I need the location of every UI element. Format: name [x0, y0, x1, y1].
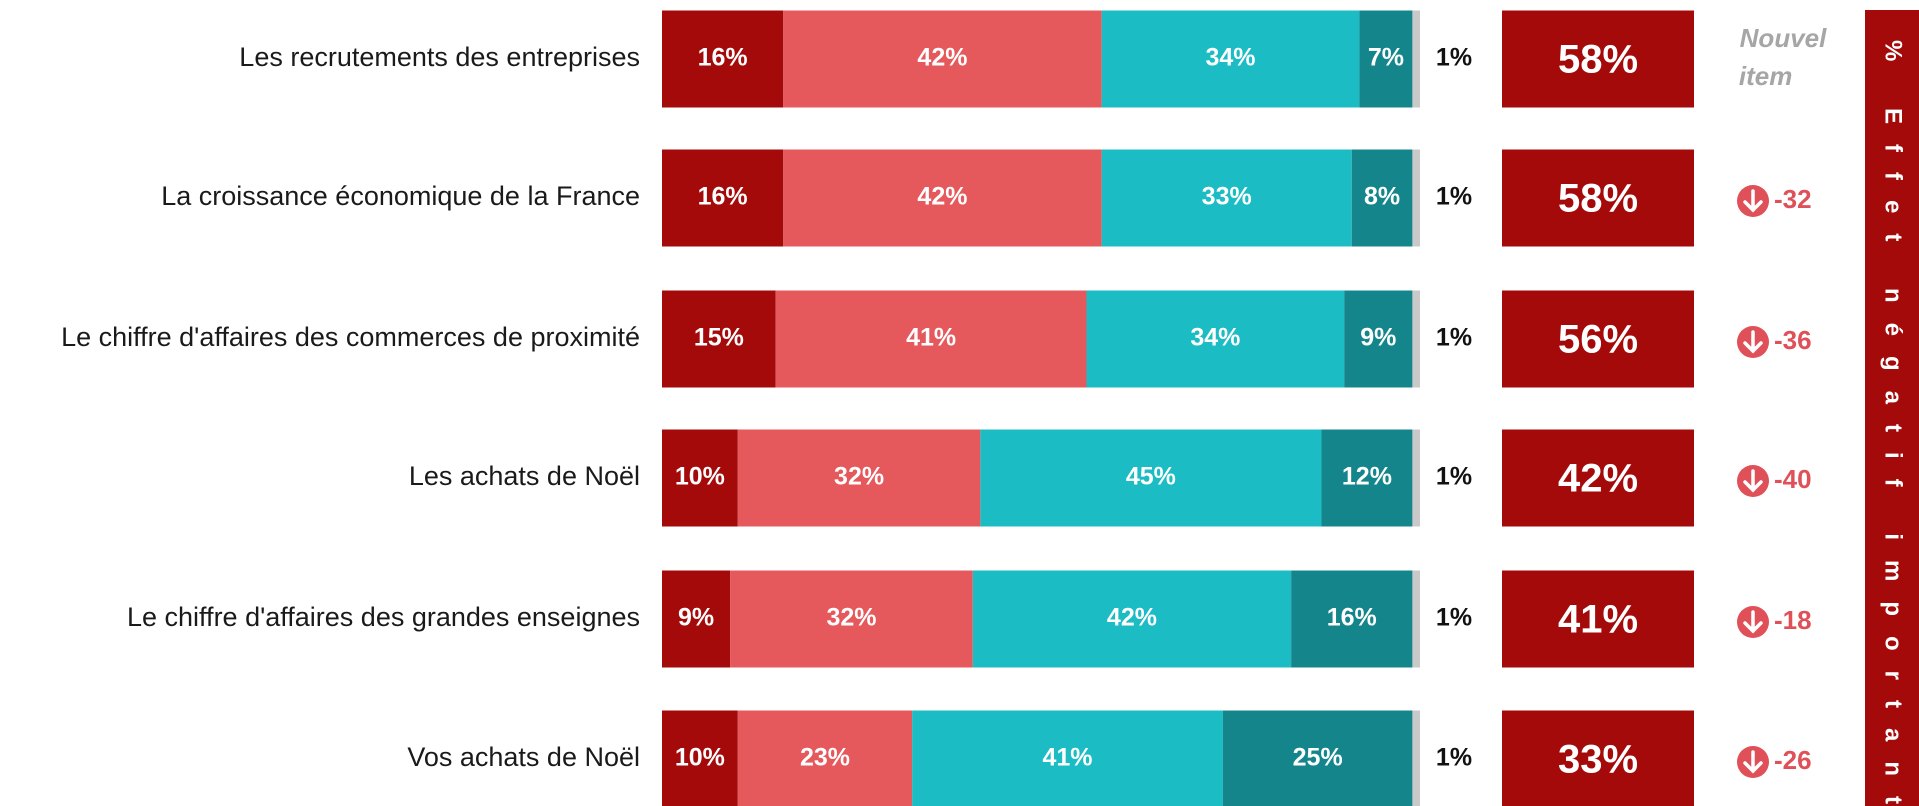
down-arrow: [1743, 750, 1763, 774]
segment-label: 33%: [1202, 183, 1252, 211]
outside-label: 1%: [1436, 324, 1472, 352]
segment-label: 23%: [800, 744, 850, 772]
segment-label: 32%: [834, 463, 884, 491]
bar-segment: [1412, 710, 1420, 806]
bar-segment: [1412, 10, 1420, 108]
segment-label: 34%: [1190, 324, 1240, 352]
segment-label: 32%: [826, 604, 876, 632]
bar-segment: [912, 710, 1223, 806]
total-label: 41%: [1558, 598, 1638, 642]
total-label: 42%: [1558, 457, 1638, 501]
category-label: Vos achats de Noël: [407, 742, 640, 772]
new-item-label: Nouvel item: [1732, 23, 1827, 91]
bar-segment: [1101, 149, 1352, 247]
bar-segment: [730, 570, 973, 668]
total-box: [1502, 710, 1694, 806]
segment-label: 15%: [694, 324, 744, 352]
segment-label: 42%: [1107, 604, 1157, 632]
segment-label: 12%: [1342, 463, 1392, 491]
total-box: [1502, 429, 1694, 527]
change-label: -32: [1774, 184, 1812, 214]
outside-label: 1%: [1436, 604, 1472, 632]
total-box: [1502, 570, 1694, 668]
side-panel: [1865, 10, 1919, 806]
bar-segment: [662, 149, 784, 247]
bar-segment: [783, 10, 1102, 108]
bar-segment: [662, 10, 784, 108]
segment-label: 8%: [1364, 183, 1400, 211]
total-label: 58%: [1558, 38, 1638, 82]
change-label: -18: [1774, 605, 1812, 635]
bar-segment: [1412, 429, 1420, 527]
segment-label: 41%: [906, 324, 956, 352]
segment-label: 45%: [1126, 463, 1176, 491]
outside-label: 1%: [1436, 744, 1472, 772]
change-label: -36: [1774, 325, 1812, 355]
total-box: [1502, 290, 1694, 388]
bar-segment: [1351, 149, 1413, 247]
total-box: [1502, 10, 1694, 108]
segment-label: 7%: [1368, 44, 1404, 72]
segment-label: 42%: [917, 44, 967, 72]
bar-segment: [662, 429, 738, 527]
bar-segment: [737, 710, 913, 806]
category-label: Les recrutements des entreprises: [239, 42, 640, 72]
bar-segment: [775, 290, 1087, 388]
down-arrow: [1743, 189, 1763, 213]
bar-segment: [1321, 429, 1413, 527]
bar-segment: [980, 429, 1322, 527]
category-label: Les achats de Noël: [409, 461, 640, 491]
bar-segment: [1101, 10, 1360, 108]
change-label: -40: [1774, 464, 1812, 494]
bar-segment: [783, 149, 1102, 247]
total-label: 33%: [1558, 738, 1638, 782]
bar-segment: [1412, 290, 1420, 388]
segment-label: 25%: [1293, 744, 1343, 772]
segment-label: 16%: [698, 183, 748, 211]
segment-label: 42%: [917, 183, 967, 211]
bar-segment: [662, 570, 731, 668]
segment-label: 41%: [1043, 744, 1093, 772]
category-label: Le chiffre d'affaires des grandes enseig…: [127, 602, 640, 632]
category-label: Le chiffre d'affaires des commerces de p…: [61, 322, 640, 352]
total-label: 58%: [1558, 177, 1638, 221]
segment-label: 16%: [1327, 604, 1377, 632]
total-label: 56%: [1558, 318, 1638, 362]
bar-segment: [1086, 290, 1345, 388]
segment-label: 9%: [1360, 324, 1396, 352]
total-box: [1502, 149, 1694, 247]
segment-label: 16%: [698, 44, 748, 72]
down-arrow: [1743, 469, 1763, 493]
change-label: -26: [1774, 745, 1812, 775]
bar-segment: [972, 570, 1292, 668]
down-arrow: [1743, 610, 1763, 634]
down-arrow: [1743, 330, 1763, 354]
outside-label: 1%: [1436, 183, 1472, 211]
side-title: % Effet négatif important: [1880, 40, 1907, 806]
bar-segment: [1291, 570, 1413, 668]
segment-label: 10%: [675, 463, 725, 491]
bar-segment: [1344, 290, 1413, 388]
bar-segment: [1222, 710, 1413, 806]
bar-segment: [1412, 149, 1420, 247]
outside-label: 1%: [1436, 463, 1472, 491]
outside-label: 1%: [1436, 44, 1472, 72]
bar-segment: [662, 710, 738, 806]
segment-label: 34%: [1205, 44, 1255, 72]
bar-segment: [1359, 10, 1413, 108]
bar-segment: [662, 290, 776, 388]
bar-segment: [737, 429, 981, 527]
bar-segment: [1412, 570, 1420, 668]
category-label: La croissance économique de la France: [161, 181, 640, 211]
segment-label: 10%: [675, 744, 725, 772]
segment-label: 9%: [678, 604, 714, 632]
